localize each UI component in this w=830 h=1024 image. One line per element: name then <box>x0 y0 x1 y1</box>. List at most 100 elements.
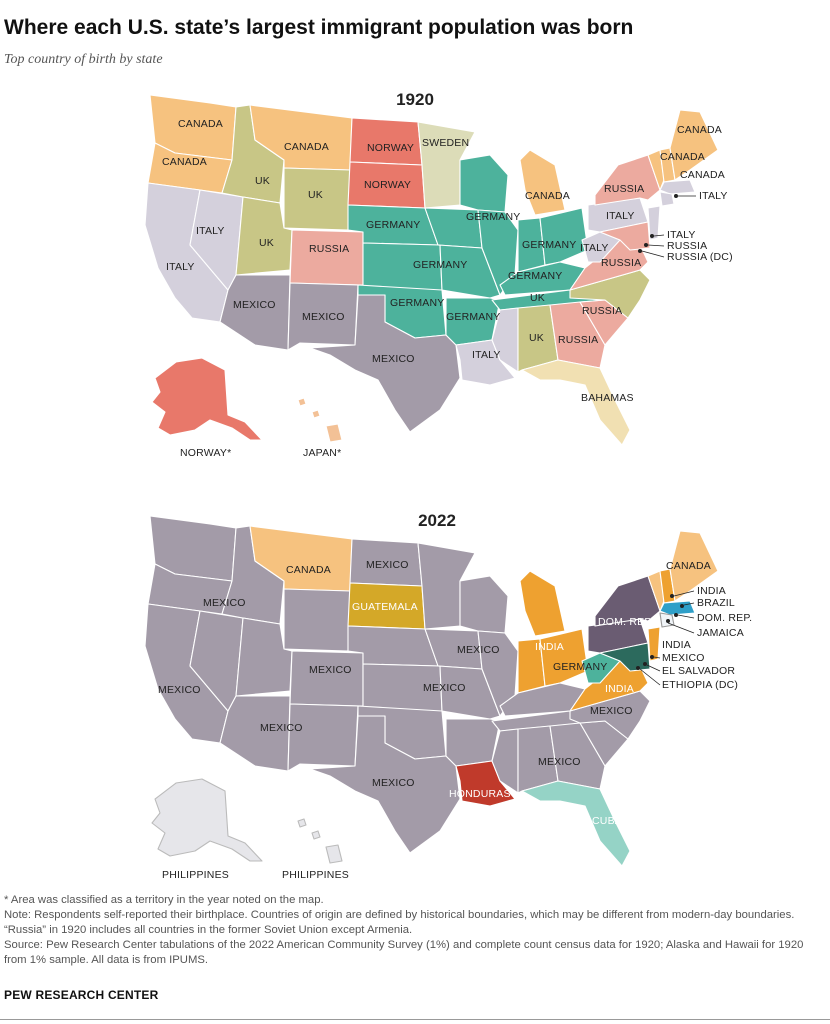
state-nm-1920 <box>287 282 359 351</box>
leader-2022-dc <box>639 668 661 686</box>
state-hi-1920-a <box>297 397 307 407</box>
label-2022-nv: MEXICO <box>309 664 352 676</box>
map-1920: 1920 <box>144 90 733 459</box>
label-1920-dc: RUSSIA (DC) <box>667 251 733 263</box>
map-2022-year: 2022 <box>418 511 456 530</box>
leader-2022-de <box>653 656 661 659</box>
label-1920-ny: RUSSIA <box>604 183 644 195</box>
map-1920-year: 1920 <box>396 90 434 109</box>
state-wi-1920 <box>459 154 509 213</box>
state-az-2022 <box>219 695 291 772</box>
state-hi-2022-b <box>311 830 321 840</box>
state-ga-2022 <box>549 722 606 790</box>
label-2022-la: HONDURAS <box>449 788 511 800</box>
label-1920-wy: UK <box>308 189 323 201</box>
state-nc-2022 <box>569 690 651 740</box>
label-2022-ny: DOM. REP. <box>598 616 653 628</box>
state-ma-1920 <box>659 179 696 195</box>
label-1920-mn: SWEDEN <box>422 137 469 149</box>
leader-2022-ma <box>683 602 695 606</box>
state-ma-2022 <box>659 600 696 616</box>
label-2022-md: EL SALVADOR <box>662 665 735 677</box>
label-2022-ak: PHILIPPINES <box>162 869 229 880</box>
label-2022-dc: ETHIOPIA (DC) <box>662 679 738 691</box>
leader-2022-nh <box>673 590 695 597</box>
state-md-2022 <box>599 642 651 672</box>
state-ny-2022 <box>594 575 661 627</box>
label-1920-ut: UK <box>259 237 274 249</box>
leader-1920-md <box>647 244 665 247</box>
label-2022-az: MEXICO <box>260 722 303 734</box>
label-2022-nc: MEXICO <box>590 705 633 717</box>
label-1920-ri: ITALY <box>699 190 728 202</box>
label-2022-nh: INDIA <box>697 585 726 597</box>
page-subtitle: Top country of birth by state <box>4 52 163 67</box>
label-2022-ks: MEXICO <box>423 682 466 694</box>
label-2022-fl: CUBA <box>592 815 622 827</box>
label-1920-nd: NORWAY <box>367 142 414 154</box>
label-1920-mt: CANADA <box>284 141 329 153</box>
state-ak-1920 <box>151 357 263 441</box>
label-1920-hi: JAPAN* <box>303 447 341 459</box>
footnote-note: Note: Respondents self-reported their bi… <box>4 909 795 936</box>
label-2022-il: MEXICO <box>457 644 500 656</box>
label-1920-ks: GERMANY <box>413 259 468 271</box>
label-1920-nv: ITALY <box>196 225 225 237</box>
label-1920-ak: NORWAY* <box>180 447 231 459</box>
label-1920-nc: UK <box>530 292 545 304</box>
label-2022-ct: JAMAICA <box>697 627 744 639</box>
label-2022-de: MEXICO <box>662 652 705 664</box>
label-1920-tx: MEXICO <box>372 353 415 365</box>
marker-2022-de <box>650 655 654 659</box>
state-ny-1920 <box>594 154 661 206</box>
state-fl-2022 <box>521 780 631 867</box>
marker-2022-ma <box>680 604 684 608</box>
state-nj-2022 <box>647 626 661 662</box>
state-co-1920 <box>289 229 364 286</box>
label-1920-md: RUSSIA <box>667 240 707 252</box>
label-2022-nj: INDIA <box>662 639 691 651</box>
state-wv-2022 <box>581 652 621 684</box>
state-oh-2022 <box>539 628 589 687</box>
state-tx-1920 <box>309 294 461 433</box>
label-1920-co: RUSSIA <box>309 243 349 255</box>
label-2022-me: CANADA <box>666 560 711 572</box>
label-1920-oh: GERMANY <box>522 239 577 251</box>
label-1920-la: ITALY <box>472 349 501 361</box>
label-1920-wv: ITALY <box>580 242 609 254</box>
marker-2022-ct <box>666 619 670 623</box>
brand-logo-text: PEW RESEARCH CENTER <box>4 988 159 1002</box>
marker-1920-ri <box>674 194 678 198</box>
map-2022: 2022 <box>144 511 752 880</box>
state-me-2022 <box>669 530 719 602</box>
label-2022-tx: MEXICO <box>372 777 415 789</box>
label-1920-me: CANADA <box>677 124 722 136</box>
leader-2022-ct <box>667 622 695 634</box>
state-wv-1920 <box>581 231 621 263</box>
label-1920-de: ITALY <box>667 229 696 241</box>
state-hi-1920-c <box>325 423 343 443</box>
leader-1920-dc <box>641 250 665 258</box>
state-mi-2022 <box>519 570 566 637</box>
marker-2022-nh <box>670 594 674 598</box>
state-wy-2022 <box>283 588 351 652</box>
marker-2022-dc <box>636 666 640 670</box>
marker-1920-de <box>650 234 654 238</box>
label-1920-mi: CANADA <box>525 190 570 202</box>
state-ak-2022 <box>151 778 263 862</box>
marker-1920-dc <box>638 249 642 253</box>
label-1920-ok: GERMANY <box>390 297 445 309</box>
state-hi-2022-c <box>325 844 343 864</box>
label-2022-hi: PHILIPPINES <box>282 869 349 880</box>
label-1920-pa: ITALY <box>606 210 635 222</box>
label-1920-nm: MEXICO <box>302 311 345 323</box>
footnote-territory: * Area was classified as a territory in … <box>4 894 324 906</box>
label-1920-ca: ITALY <box>166 261 195 273</box>
label-2022-ma: BRAZIL <box>697 597 735 609</box>
label-2022-oh: INDIA <box>535 641 564 653</box>
label-2022-sd: GUATEMALA <box>352 601 418 613</box>
leader-1920-de <box>653 234 665 237</box>
label-1920-ky: GERMANY <box>508 270 563 282</box>
bottom-divider <box>0 1019 830 1020</box>
